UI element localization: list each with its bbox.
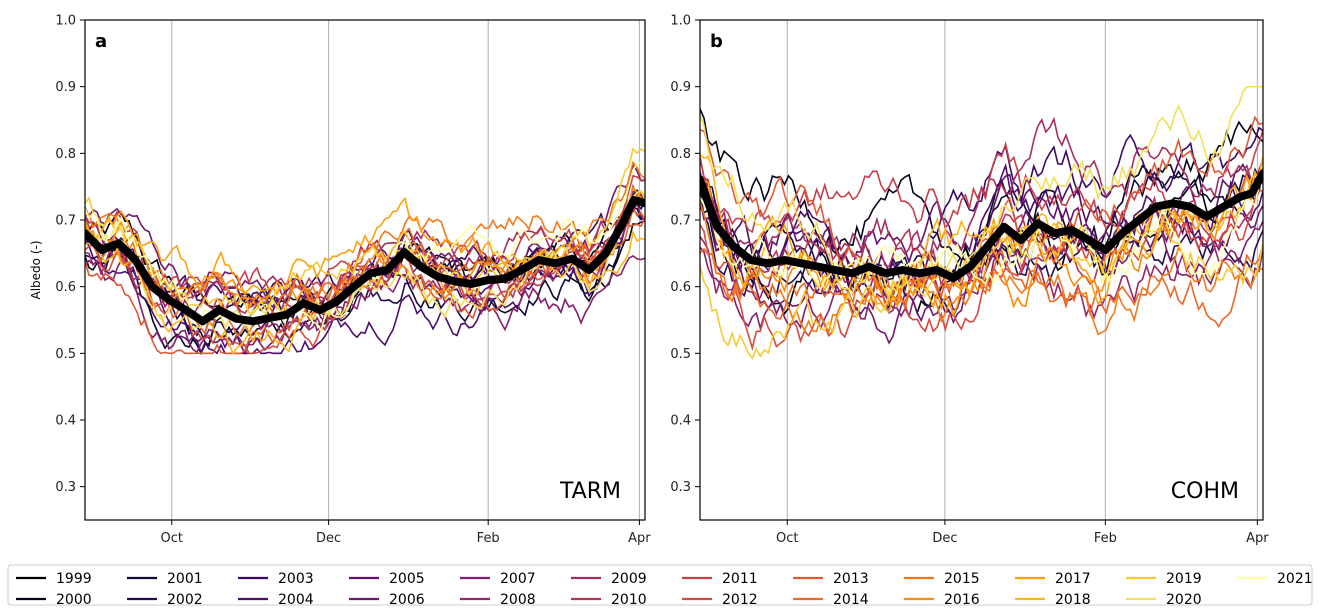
- series-line-2011: [700, 129, 1263, 234]
- legend-item-2006: 2006: [349, 592, 425, 608]
- legend-label: 2007: [500, 571, 536, 587]
- legend-label: 2016: [944, 592, 980, 608]
- region-label: COHM: [1171, 479, 1239, 504]
- series-line-2004: [85, 191, 645, 356]
- legend-label: 2002: [167, 592, 203, 608]
- series-line-2002: [85, 207, 645, 337]
- panel-letter: b: [710, 31, 723, 52]
- legend-item-2016: 2016: [904, 592, 980, 608]
- series-line-2014: [700, 243, 1263, 329]
- legend-item-2013: 2013: [793, 571, 869, 587]
- axes-frame: [84, 19, 646, 521]
- y-tick-label: 1.0: [55, 14, 76, 29]
- legend-label: 2004: [278, 592, 314, 608]
- legend-item-2004: 2004: [238, 592, 314, 608]
- panel-letter: a: [95, 31, 107, 52]
- y-tick-label: 1.0: [670, 14, 691, 29]
- legend-item-2020: 2020: [1126, 592, 1202, 608]
- series-line-2005: [700, 162, 1263, 278]
- legend-label: 2008: [500, 592, 536, 608]
- panel-a-chart: 0.3 0.4 0.5 0.6 0.7 0.8 0.9 1.0 Oct Dec Feb Apr a TAR…: [29, 14, 651, 547]
- legend-label: 2021: [1277, 571, 1313, 587]
- legend-label: 2013: [833, 571, 869, 587]
- legend-item-2021: 2021: [1237, 571, 1313, 587]
- region-label: TARM: [559, 479, 621, 504]
- legend-item-2000: 2000: [16, 592, 92, 608]
- x-tick-label: Dec: [932, 531, 957, 546]
- series-line-2011: [85, 174, 645, 295]
- series-line-2020: [700, 85, 1263, 298]
- legend-item-2003: 2003: [238, 571, 314, 587]
- legend-label: 2019: [1166, 571, 1202, 587]
- x-tick-label: Feb: [477, 531, 500, 546]
- y-tick-label: 0.3: [55, 480, 76, 495]
- legend-label: 2020: [1166, 592, 1202, 608]
- y-tick-label: 0.3: [670, 480, 691, 495]
- mean-curve: [85, 196, 645, 326]
- legend-item-2017: 2017: [1015, 571, 1091, 587]
- y-tick-label: 0.4: [55, 414, 76, 429]
- legend-item-2001: 2001: [127, 571, 203, 587]
- legend-box: [7, 564, 1313, 606]
- series-line-2018: [85, 229, 645, 355]
- legend-label: 2003: [278, 571, 314, 587]
- legend-item-2009: 2009: [571, 571, 647, 587]
- y-tick-label: 0.8: [670, 147, 691, 162]
- y-tick-label: 0.9: [670, 80, 691, 95]
- legend-item-2012: 2012: [682, 592, 758, 608]
- legend-item-1999: 1999: [16, 571, 92, 587]
- legend-item-2014: 2014: [793, 592, 869, 608]
- legend-item-2005: 2005: [349, 571, 425, 587]
- legend-item-2010: 2010: [571, 592, 647, 608]
- series-line-2015: [85, 160, 645, 310]
- axes-frame: [699, 19, 1264, 521]
- legend-label: 2010: [611, 592, 647, 608]
- x-tick-label: Dec: [316, 531, 341, 546]
- legend-label: 2017: [1055, 571, 1091, 587]
- legend-item-2015: 2015: [904, 571, 980, 587]
- legend-label: 2001: [167, 571, 203, 587]
- y-tick-label: 0.4: [670, 414, 691, 429]
- y-tick-label: 0.7: [55, 214, 76, 229]
- legend-label: 2014: [833, 592, 869, 608]
- y-tick-label: 0.6: [55, 280, 76, 295]
- mean-curve: [700, 169, 1263, 282]
- legend-item-2011: 2011: [682, 571, 758, 587]
- legend-label: 2009: [611, 571, 647, 587]
- legend: 1999 2000 2001 2002 2003 2004 2005 2006 2007 2008…: [7, 564, 1313, 608]
- y-tick-label: 0.7: [670, 214, 691, 229]
- x-tick-label: Apr: [1246, 531, 1269, 546]
- legend-item-2018: 2018: [1015, 592, 1091, 608]
- series-line-2016: [700, 167, 1263, 309]
- legend-label: 2006: [389, 592, 425, 608]
- legend-label: 2005: [389, 571, 425, 587]
- legend-label: 2015: [944, 571, 980, 587]
- legend-item-2008: 2008: [460, 592, 536, 608]
- legend-item-2002: 2002: [127, 592, 203, 608]
- legend-label: 1999: [56, 571, 92, 587]
- legend-item-2019: 2019: [1126, 571, 1202, 587]
- legend-label: 2011: [722, 571, 758, 587]
- y-tick-label: 0.6: [670, 280, 691, 295]
- series-line-2001: [700, 167, 1263, 288]
- y-tick-label: 0.8: [55, 147, 76, 162]
- x-tick-label: Oct: [161, 531, 183, 546]
- x-tick-label: Feb: [1094, 531, 1117, 546]
- y-tick-label: 0.9: [55, 80, 76, 95]
- panel-b-chart: 0.3 0.4 0.5 0.6 0.7 0.8 0.9 1.0 Oct Dec Feb Apr b COH…: [670, 14, 1269, 547]
- y-tick-label: 0.5: [670, 347, 691, 362]
- legend-label: 2018: [1055, 592, 1091, 608]
- legend-label: 2012: [722, 592, 758, 608]
- y-axis-label: Albedo (-): [29, 240, 43, 299]
- legend-item-2007: 2007: [460, 571, 536, 587]
- series-line-2019: [700, 212, 1263, 360]
- x-tick-label: Oct: [776, 531, 798, 546]
- series-line-2016: [85, 185, 645, 314]
- x-tick-label: Apr: [628, 531, 651, 546]
- y-tick-label: 0.5: [55, 347, 76, 362]
- legend-label: 2000: [56, 592, 92, 608]
- series-line-2004: [700, 162, 1263, 296]
